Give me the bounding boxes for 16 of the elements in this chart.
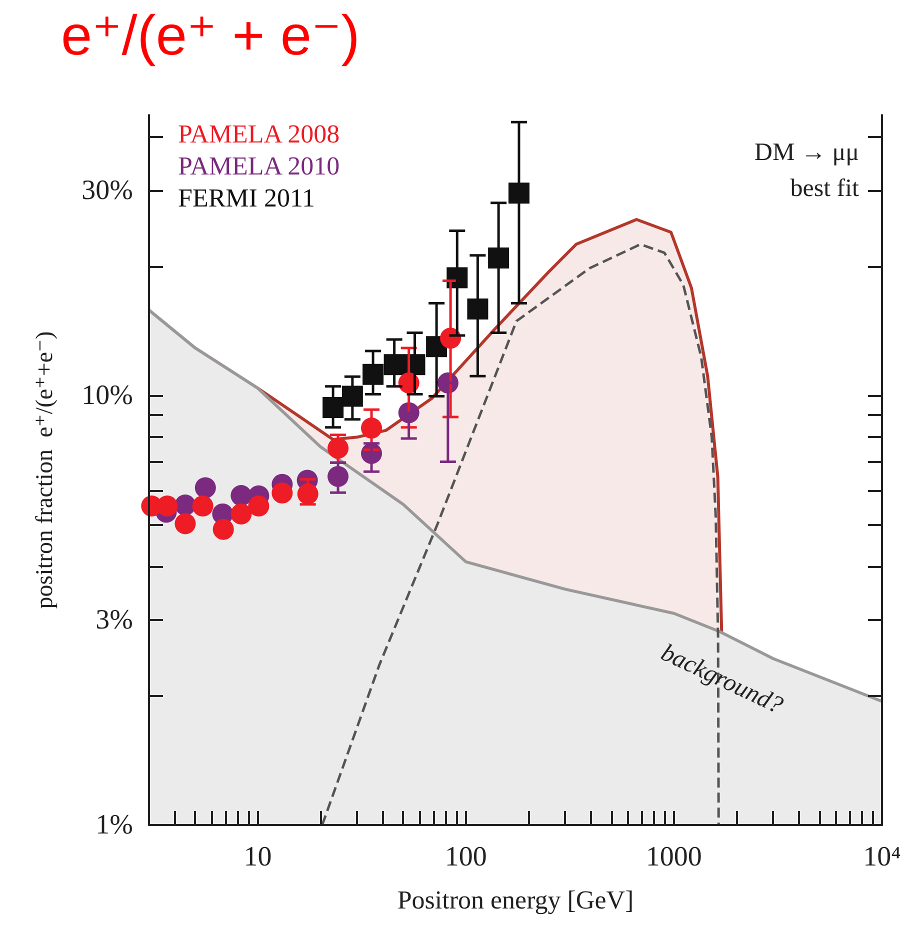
y-tick-label: 10% [82, 380, 133, 412]
text: PAMELA 2010 [178, 152, 340, 180]
x-tick-label: 100 [444, 842, 487, 872]
y-axis-title: positron fraction e⁺/(e⁺+e⁻) [32, 331, 58, 609]
x-axis-title: Positron energy [GeV] [397, 886, 634, 914]
y-tick-label: 3% [96, 604, 133, 636]
y-tick-label: 1% [96, 810, 133, 840]
annotation: best fit [790, 175, 860, 202]
x-tick-label: 1000 [646, 842, 702, 872]
annotation: DM → μμ [754, 139, 860, 166]
chart-title: e⁺/(e⁺ + e⁻) [61, 4, 360, 66]
x-tick-label: 10 [244, 842, 272, 872]
x-tick-label: 10⁴ [863, 842, 901, 872]
text: FERMI 2011 [178, 184, 315, 212]
text: PAMELA 2008 [178, 120, 340, 148]
y-tick-label: 30% [82, 175, 133, 206]
